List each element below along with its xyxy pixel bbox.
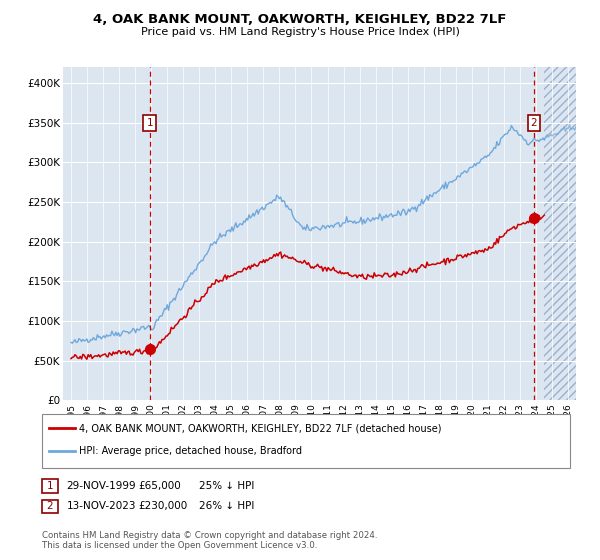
Text: 2: 2 [46,501,53,511]
Text: Contains HM Land Registry data © Crown copyright and database right 2024.
This d: Contains HM Land Registry data © Crown c… [42,531,377,550]
Text: 1: 1 [146,118,153,128]
Text: HPI: Average price, detached house, Bradford: HPI: Average price, detached house, Brad… [79,446,302,456]
Text: 25% ↓ HPI: 25% ↓ HPI [199,481,254,491]
Text: Price paid vs. HM Land Registry's House Price Index (HPI): Price paid vs. HM Land Registry's House … [140,27,460,38]
Text: 4, OAK BANK MOUNT, OAKWORTH, KEIGHLEY, BD22 7LF: 4, OAK BANK MOUNT, OAKWORTH, KEIGHLEY, B… [94,13,506,26]
Text: 4, OAK BANK MOUNT, OAKWORTH, KEIGHLEY, BD22 7LF (detached house): 4, OAK BANK MOUNT, OAKWORTH, KEIGHLEY, B… [79,423,442,433]
Text: 13-NOV-2023: 13-NOV-2023 [67,501,136,511]
Text: 29-NOV-1999: 29-NOV-1999 [67,481,136,491]
Text: 26% ↓ HPI: 26% ↓ HPI [199,501,254,511]
Bar [544,67,600,400]
Text: 1: 1 [46,481,53,491]
Text: 2: 2 [530,118,537,128]
Text: £230,000: £230,000 [139,501,188,511]
Text: £65,000: £65,000 [139,481,181,491]
